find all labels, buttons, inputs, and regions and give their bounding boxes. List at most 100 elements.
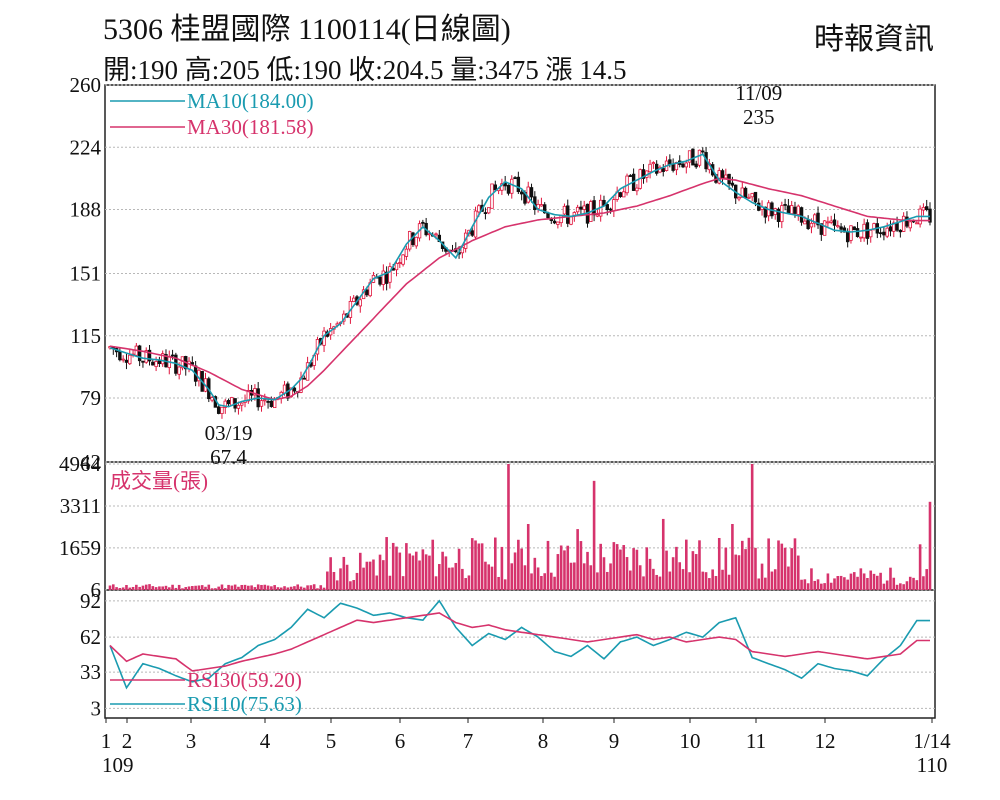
candle-body [809, 222, 814, 228]
volume-bar [783, 547, 787, 590]
volume-bar [167, 587, 171, 590]
candle-body [414, 236, 418, 247]
volume-bar [191, 586, 194, 590]
candle-body [730, 182, 735, 186]
candle-body [859, 236, 863, 239]
volume-bar [826, 573, 830, 590]
candle-body [519, 191, 524, 195]
candle-body [170, 354, 175, 357]
volume-bar [118, 588, 122, 590]
volume-bar [477, 543, 481, 590]
candle-body [434, 233, 438, 236]
month-tick-label: 11 [746, 729, 766, 753]
volume-bar [859, 568, 863, 590]
volume-bar [678, 562, 682, 590]
candle-body [803, 220, 807, 225]
volume-bar [816, 579, 820, 590]
volume-bar [645, 547, 649, 590]
volume-bar [803, 579, 807, 590]
volume-bar [744, 549, 747, 590]
candle-body [763, 206, 768, 218]
candle-body [358, 299, 362, 307]
volume-bar [184, 587, 188, 590]
volume-tick-label: 4964 [59, 452, 102, 476]
volume-bar [135, 584, 138, 590]
volume-bar [217, 586, 220, 590]
volume-bar [260, 584, 263, 590]
candle-body [635, 187, 639, 192]
volume-bar [382, 560, 385, 590]
volume-bar [675, 546, 678, 590]
volume-bar [885, 580, 889, 590]
month-tick-label: 5 [326, 729, 337, 753]
volume-bar [536, 567, 540, 590]
candle-body [579, 206, 583, 210]
candle-body [595, 214, 600, 217]
candle-body [724, 174, 728, 179]
volume-bar [642, 576, 645, 590]
candle-body [539, 204, 544, 207]
candle-body [263, 399, 267, 402]
volume-bar [418, 560, 421, 590]
candle-body [381, 270, 386, 285]
volume-bar [602, 557, 606, 590]
volume-bar [879, 572, 882, 590]
volume-bar [233, 584, 237, 590]
candle-body [470, 230, 474, 236]
candle-body [269, 400, 274, 407]
candle-body [813, 214, 817, 224]
volume-bar [128, 587, 132, 590]
volume-bar [609, 563, 612, 590]
volume-bar [319, 585, 323, 590]
volume-bar [905, 581, 909, 590]
candle-body [394, 262, 399, 271]
candle-body [223, 400, 227, 408]
candle-body [681, 163, 685, 168]
candle-body [592, 200, 596, 216]
volume-bar [487, 564, 491, 590]
volume-bar [395, 546, 398, 590]
rsi-tick-label: 3 [91, 696, 102, 720]
volume-bar [876, 575, 879, 590]
volume-bar [349, 581, 352, 590]
candle-body [559, 214, 563, 224]
volume-bar [605, 571, 609, 590]
volume-bar [306, 585, 309, 590]
volume-bar [247, 585, 250, 590]
volume-bar [355, 572, 359, 590]
volume-bar [296, 584, 300, 590]
volume-bar [401, 576, 405, 590]
volume-bar [592, 480, 596, 590]
candle-body [128, 354, 132, 365]
volume-bar [895, 584, 899, 590]
candle-body [210, 397, 214, 401]
price-tick-label: 188 [70, 198, 102, 222]
candle-body [622, 191, 626, 198]
volume-bar [250, 585, 253, 590]
volume-bar [928, 501, 932, 590]
candle-body [908, 221, 912, 229]
price-tick-label: 79 [80, 386, 101, 410]
candle-body [793, 206, 797, 214]
volume-bar [365, 561, 369, 590]
volume-bar [270, 586, 273, 590]
volume-bar [125, 585, 128, 590]
volume-bar [576, 529, 579, 590]
candle-body [506, 184, 511, 194]
rsi10-line [109, 599, 930, 690]
rsi30-line [109, 612, 930, 672]
candle-body [151, 361, 155, 366]
volume-bar [494, 537, 497, 590]
volume-bar [480, 543, 484, 590]
volume-bar [174, 587, 178, 590]
volume-bar [362, 567, 365, 590]
volume-bar [764, 577, 767, 590]
volume-bar [177, 584, 181, 590]
candle-body [651, 162, 656, 165]
candle-body [836, 225, 840, 228]
candle-body [720, 170, 725, 179]
volume-bar [582, 563, 586, 590]
volume-bar [569, 562, 573, 590]
volume-bar [787, 566, 790, 590]
candle-body [684, 162, 689, 168]
